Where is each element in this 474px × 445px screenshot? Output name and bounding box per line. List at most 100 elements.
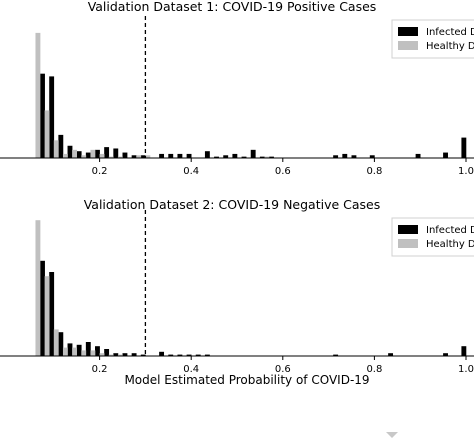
panel-2-bar-infected <box>131 353 137 356</box>
panel-1-bar-healthy <box>264 156 270 158</box>
panel-1: Validation Dataset 1: COVID-19 Positive … <box>0 0 474 177</box>
panel-1-bar-infected <box>369 155 375 158</box>
panel-1-bar-infected <box>85 152 91 158</box>
panel-1-tick-label: 0.2 <box>92 166 108 177</box>
panel-1-title: Validation Dataset 1: COVID-19 Positive … <box>88 0 377 14</box>
panel-2-bar-infected <box>67 343 73 356</box>
panel-2-bar-healthy <box>108 354 114 356</box>
panel-2-legend-box <box>391 217 474 257</box>
panel-1-legend-swatch-infected <box>398 27 418 36</box>
panel-1-bar-infected <box>333 155 339 158</box>
panel-1-bar-infected <box>351 155 357 158</box>
panel-2-x-ticks: 0.2 0.4 0.6 0.8 1.0 <box>92 356 474 375</box>
panel-1-bar-infected <box>259 156 265 158</box>
panel-2-bar-infected <box>461 346 467 356</box>
panel-2-bar-infected <box>186 354 192 356</box>
panel-1-bar-infected <box>342 153 348 158</box>
panel-2-bar-infected <box>177 354 183 356</box>
panel-2-bar-infected <box>388 353 394 356</box>
panel-1-bar-infected <box>131 155 137 158</box>
panel-1-bar-healthy <box>72 149 77 158</box>
panel-2-bar-healthy <box>62 347 68 356</box>
panel-1-bar-infected <box>177 153 183 158</box>
panel-1-bar-healthy <box>81 155 87 158</box>
panel-2-tick-label: 0.2 <box>92 364 108 375</box>
panel-1-bar-infected <box>223 155 229 158</box>
panel-2-bar-infected <box>49 272 55 356</box>
panel-2-legend-label-infected: Infected D <box>426 225 474 236</box>
panel-1-bar-infected <box>113 148 119 158</box>
panel-2-bar-healthy <box>53 329 59 356</box>
panel-1-bar-healthy <box>136 155 142 158</box>
panel-1-legend-label-infected: Infected D <box>426 27 474 38</box>
panel-2-bar-infected <box>40 260 45 356</box>
panel-2-bar-infected <box>204 354 210 356</box>
panel-1-bar-healthy <box>145 155 151 158</box>
panel-1-bar-infected <box>40 73 45 158</box>
panel-2-bar-infected <box>95 346 100 356</box>
panel-1-bar-healthy <box>99 153 105 158</box>
panel-1-bar-infected <box>159 153 165 158</box>
panel-1-bar-infected <box>76 151 82 158</box>
panel-1-bar-healthy <box>44 110 50 158</box>
panel-1-bar-infected <box>443 152 448 158</box>
panel-2-bar-healthy <box>90 350 96 356</box>
panel-1-bar-infected <box>232 153 238 158</box>
panel-1-bar-infected <box>122 152 128 158</box>
panel-1-legend-box <box>391 19 474 59</box>
panel-1-bar-infected <box>214 156 219 158</box>
panel-1-tick-label: 1.0 <box>458 166 474 177</box>
panel-2-bar-infected <box>122 353 128 356</box>
panel-1-bar-infected <box>58 134 64 158</box>
panel-1-legend-swatch-healthy <box>398 41 418 50</box>
panel-2-tick-label: 0.6 <box>275 364 291 375</box>
panel-2-bar-infected <box>140 354 146 356</box>
panel-1-tick-label: 0.6 <box>275 166 291 177</box>
x-axis-title: Model Estimated Probability of COVID-19 <box>124 373 369 387</box>
panel-2-bar-healthy <box>117 354 123 356</box>
panel-1-bar-infected <box>140 155 146 158</box>
panel-2-bar-infected <box>76 344 82 356</box>
panel-1-bar-infected <box>269 156 274 158</box>
panel-1-bar-infected <box>95 149 100 158</box>
panel-1-bar-infected <box>204 151 210 158</box>
panel-1-legend-label-healthy: Healthy D <box>426 41 474 52</box>
panel-2-bar-healthy <box>35 220 41 356</box>
panel-2-bar-healthy <box>72 347 77 356</box>
panel-2-tick-label: 1.0 <box>458 364 474 375</box>
panel-2-bar-healthy <box>99 353 105 356</box>
panel-1-tick-label: 0.4 <box>183 166 199 177</box>
panel-2-tick-label: 0.8 <box>366 364 382 375</box>
panel-1-x-ticks: 0.2 0.4 0.6 0.8 1.0 <box>92 158 474 177</box>
panel-2-legend-swatch-healthy <box>398 239 418 248</box>
panel-2-bar-infected <box>333 354 339 356</box>
panel-2-tick-label: 0.4 <box>183 364 199 375</box>
panel-1-bar-healthy <box>53 140 59 158</box>
panel-1-bar-infected <box>104 147 110 158</box>
panel-2-legend-label-healthy: Healthy D <box>426 239 474 250</box>
panel-2-bar-infected <box>85 342 91 356</box>
panel-1-bar-infected <box>49 76 55 158</box>
panel-2-legend-swatch-infected <box>398 225 418 234</box>
panel-1-bar-infected <box>415 153 421 158</box>
panel-2-bar-healthy <box>44 276 50 356</box>
panel-2-bar-infected <box>113 353 119 356</box>
panel-2-bar-healthy <box>81 350 87 356</box>
panel-1-bar-healthy <box>108 156 114 158</box>
panel-2-bar-infected <box>168 354 174 356</box>
panel-1-tick-label: 0.8 <box>366 166 382 177</box>
panel-2: Validation Dataset 2: COVID-19 Negative … <box>0 197 474 387</box>
chevron-down-icon <box>386 432 398 438</box>
panel-1-bar-infected <box>461 137 467 158</box>
panel-1-bar-infected <box>186 153 192 158</box>
panel-1-legend: Infected D Healthy D <box>391 19 474 59</box>
panel-2-bars <box>35 220 467 356</box>
panel-1-bars <box>35 32 467 158</box>
panel-1-bar-infected <box>250 149 256 158</box>
panel-2-bar-infected <box>195 354 201 356</box>
panel-1-bar-infected <box>241 156 247 158</box>
panel-1-bar-infected <box>168 153 174 158</box>
panel-1-bar-healthy <box>90 149 96 158</box>
panel-1-bar-healthy <box>35 32 41 158</box>
